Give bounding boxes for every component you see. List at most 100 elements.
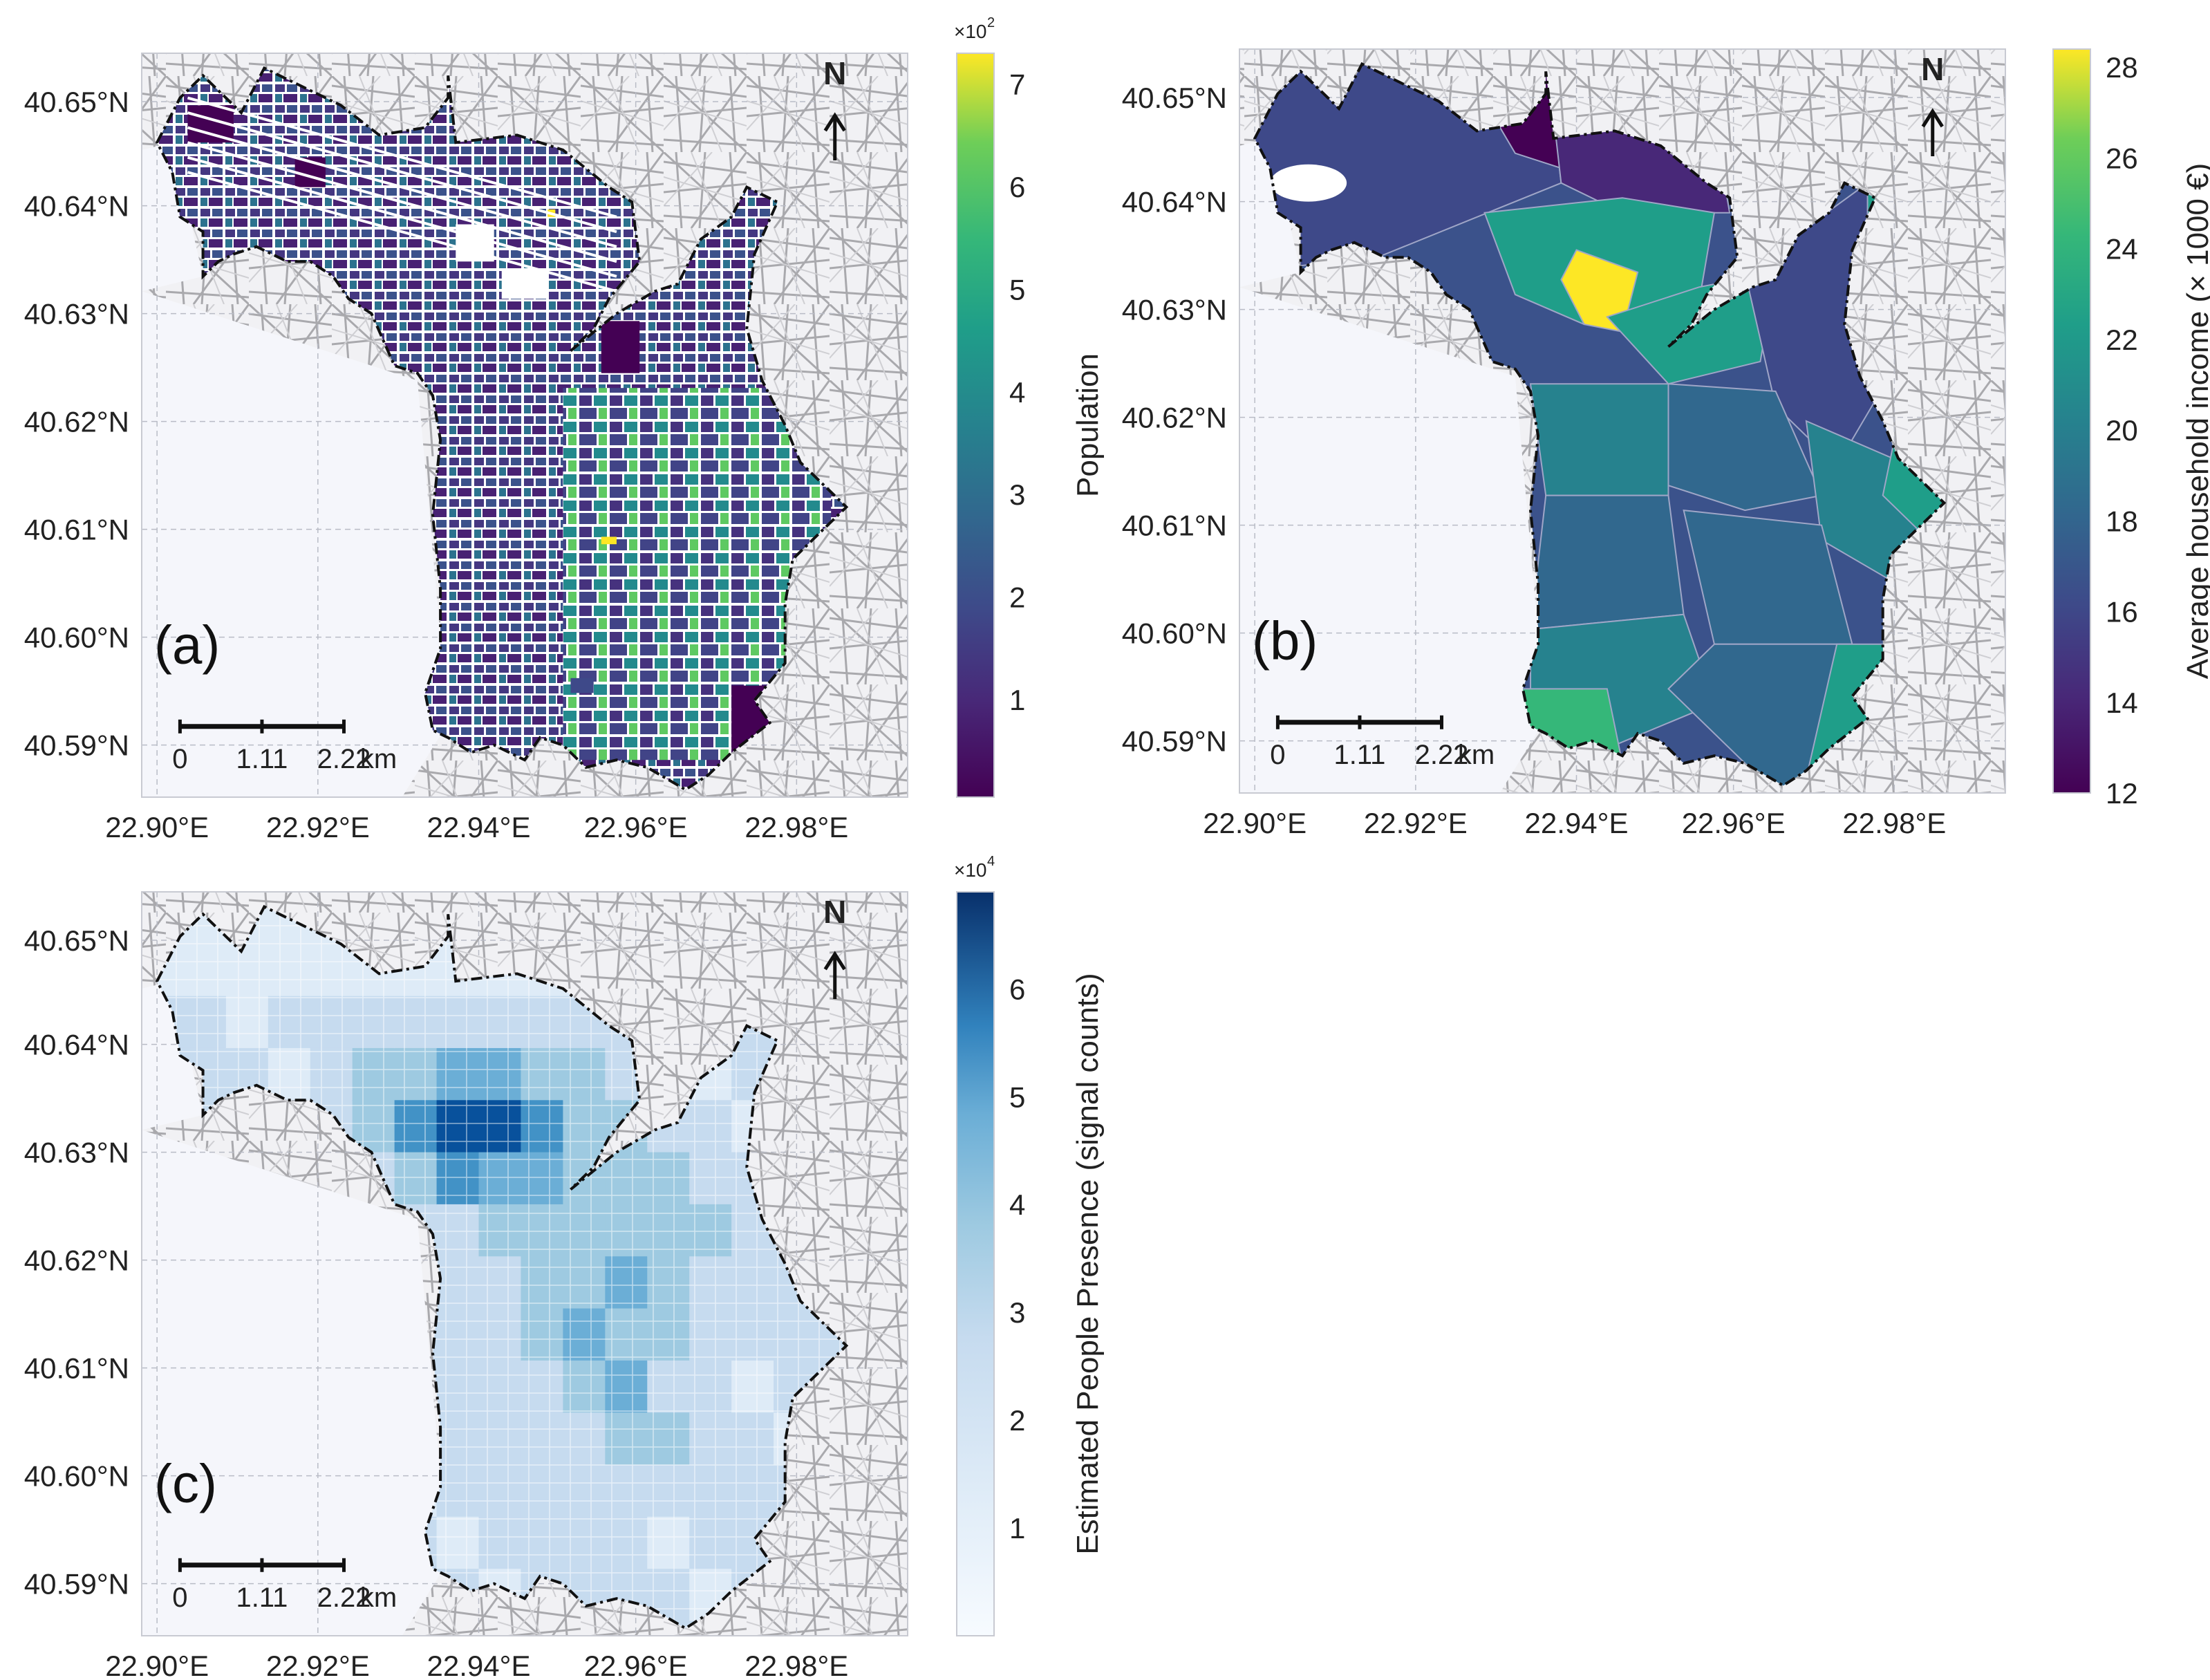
city-boundary bbox=[1253, 62, 1947, 787]
colorbar-tick-label: 1 bbox=[1009, 1512, 1025, 1544]
panel-label: (a) bbox=[154, 614, 220, 675]
lat-tick-label: 40.65°N bbox=[1122, 82, 1227, 114]
colorbar-tick-label: 14 bbox=[2106, 687, 2138, 719]
scale-tick-label: 0 bbox=[1270, 740, 1285, 770]
lat-tick-label: 40.59°N bbox=[24, 1568, 129, 1600]
lon-tick-label: 22.98°E bbox=[745, 811, 848, 843]
lon-tick-label: 22.98°E bbox=[745, 1650, 848, 1680]
scale-tick-label: 0 bbox=[172, 1583, 187, 1613]
lat-tick-label: 40.64°N bbox=[24, 190, 129, 223]
street bbox=[187, 141, 617, 263]
scale-tick-label: 1.11 bbox=[236, 744, 288, 774]
lat-tick-label: 40.62°N bbox=[24, 406, 129, 438]
colorbar-label: Estimated People Presence (signal counts… bbox=[1071, 973, 1105, 1554]
lon-tick-label: 22.90°E bbox=[105, 1650, 209, 1680]
street bbox=[187, 111, 617, 234]
lat-tick-label: 40.62°N bbox=[24, 1244, 129, 1277]
colorbar-tick-label: 3 bbox=[1009, 478, 1025, 511]
lat-tick-label: 40.59°N bbox=[1122, 725, 1227, 758]
lon-tick-label: 22.92°E bbox=[266, 811, 370, 843]
colorbar-multiplier: ×10 bbox=[954, 859, 987, 881]
lon-tick-label: 22.94°E bbox=[1525, 807, 1629, 839]
scale-tick-label: 1.11 bbox=[236, 1583, 288, 1613]
lon-tick-label: 22.94°E bbox=[427, 1650, 531, 1680]
axes-frame bbox=[1239, 48, 2006, 794]
colorbar-tick-label: 12 bbox=[2106, 777, 2138, 810]
axes-frame bbox=[141, 891, 908, 1636]
scale-tick-label: 1.11 bbox=[1334, 740, 1386, 770]
population-block bbox=[501, 269, 548, 299]
lon-tick-label: 22.90°E bbox=[105, 811, 209, 843]
income-district bbox=[1529, 383, 1669, 496]
lat-tick-label: 40.63°N bbox=[24, 298, 129, 330]
street bbox=[187, 156, 617, 278]
colorbar-tick-label: 5 bbox=[1009, 273, 1025, 306]
colorbar-tick-label: 18 bbox=[2106, 505, 2138, 537]
panel-a: 40.65°N 40.64°N 40.63°N 40.62°N 40.61°N 40.60… bbox=[24, 15, 1105, 843]
panel-label: (c) bbox=[154, 1453, 217, 1513]
north-label: N bbox=[1921, 51, 1944, 87]
colorbar-tick-label: 3 bbox=[1009, 1296, 1025, 1329]
colorbar-tick-label: 28 bbox=[2106, 51, 2138, 84]
colorbar-tick-label: 4 bbox=[1009, 1188, 1025, 1221]
north-label: N bbox=[823, 55, 846, 91]
lat-tick-label: 40.60°N bbox=[24, 1460, 129, 1493]
colorbar-tick-label: 6 bbox=[1009, 973, 1025, 1005]
lagoon bbox=[1270, 164, 1347, 202]
lon-tick-label: 22.96°E bbox=[1682, 807, 1786, 839]
income-district bbox=[1529, 494, 1685, 631]
colorbar bbox=[956, 891, 995, 1636]
colorbar-tick-label: 26 bbox=[2106, 142, 2138, 174]
street bbox=[187, 96, 617, 218]
lon-tick-label: 22.96°E bbox=[584, 811, 688, 843]
lat-tick-label: 40.65°N bbox=[24, 86, 129, 118]
population-block bbox=[601, 536, 617, 545]
colorbar-tick-label: 22 bbox=[2106, 324, 2138, 356]
lat-tick-label: 40.61°N bbox=[1122, 510, 1227, 542]
scale-unit: km bbox=[360, 744, 397, 774]
colorbar-tick-label: 16 bbox=[2106, 596, 2138, 628]
city-boundary bbox=[155, 904, 849, 1630]
lat-tick-label: 40.63°N bbox=[1122, 294, 1227, 326]
colorbar bbox=[2052, 48, 2091, 794]
panel-b: 40.65°N 40.64°N 40.63°N 40.62°N 40.61°N 40.60… bbox=[1122, 48, 2210, 839]
panel-label: (b) bbox=[1252, 610, 1318, 671]
north-arrow-head-icon bbox=[823, 112, 846, 132]
colorbar-tick-label: 2 bbox=[1009, 1404, 1025, 1437]
lon-tick-label: 22.92°E bbox=[266, 1650, 370, 1680]
lat-tick-label: 40.61°N bbox=[24, 1352, 129, 1385]
lon-tick-label: 22.94°E bbox=[427, 811, 531, 843]
colorbar-tick-label: 1 bbox=[1009, 684, 1025, 716]
colorbar-tick-label: 4 bbox=[1009, 376, 1025, 409]
lon-tick-label: 22.96°E bbox=[584, 1650, 688, 1680]
lat-tick-label: 40.64°N bbox=[1122, 186, 1227, 218]
lat-tick-label: 40.65°N bbox=[24, 924, 129, 957]
street bbox=[187, 171, 617, 293]
city-boundary bbox=[155, 66, 849, 792]
lon-tick-label: 22.92°E bbox=[1364, 807, 1468, 839]
lat-tick-label: 40.60°N bbox=[24, 622, 129, 654]
scale-tick-label: 2.22 bbox=[1415, 740, 1469, 770]
colorbar-tick-label: 20 bbox=[2106, 414, 2138, 447]
colorbar-label: Population bbox=[1071, 353, 1105, 497]
colorbar-tick-label: 7 bbox=[1009, 68, 1025, 101]
sea-area bbox=[1239, 287, 1546, 793]
lat-tick-label: 40.64°N bbox=[24, 1029, 129, 1061]
north-label: N bbox=[823, 894, 846, 930]
lat-tick-label: 40.60°N bbox=[1122, 617, 1227, 650]
population-block bbox=[601, 321, 640, 373]
lat-tick-label: 40.59°N bbox=[24, 729, 129, 762]
population-block bbox=[570, 678, 594, 693]
axes-frame bbox=[141, 53, 908, 798]
colorbar-multiplier-exponent: 4 bbox=[987, 854, 995, 869]
north-arrow-head-icon bbox=[1921, 108, 1944, 128]
lon-tick-label: 22.90°E bbox=[1203, 807, 1307, 839]
panel-c: 40.65°N 40.64°N 40.63°N 40.62°N 40.61°N 40.60… bbox=[24, 854, 1105, 1680]
lon-tick-label: 22.98°E bbox=[1842, 807, 1946, 839]
scale-tick-label: 0 bbox=[172, 744, 187, 774]
north-arrow-head-icon bbox=[823, 951, 846, 971]
colorbar-tick-label: 6 bbox=[1009, 171, 1025, 203]
sea-area bbox=[142, 291, 449, 797]
lat-tick-label: 40.61°N bbox=[24, 514, 129, 546]
